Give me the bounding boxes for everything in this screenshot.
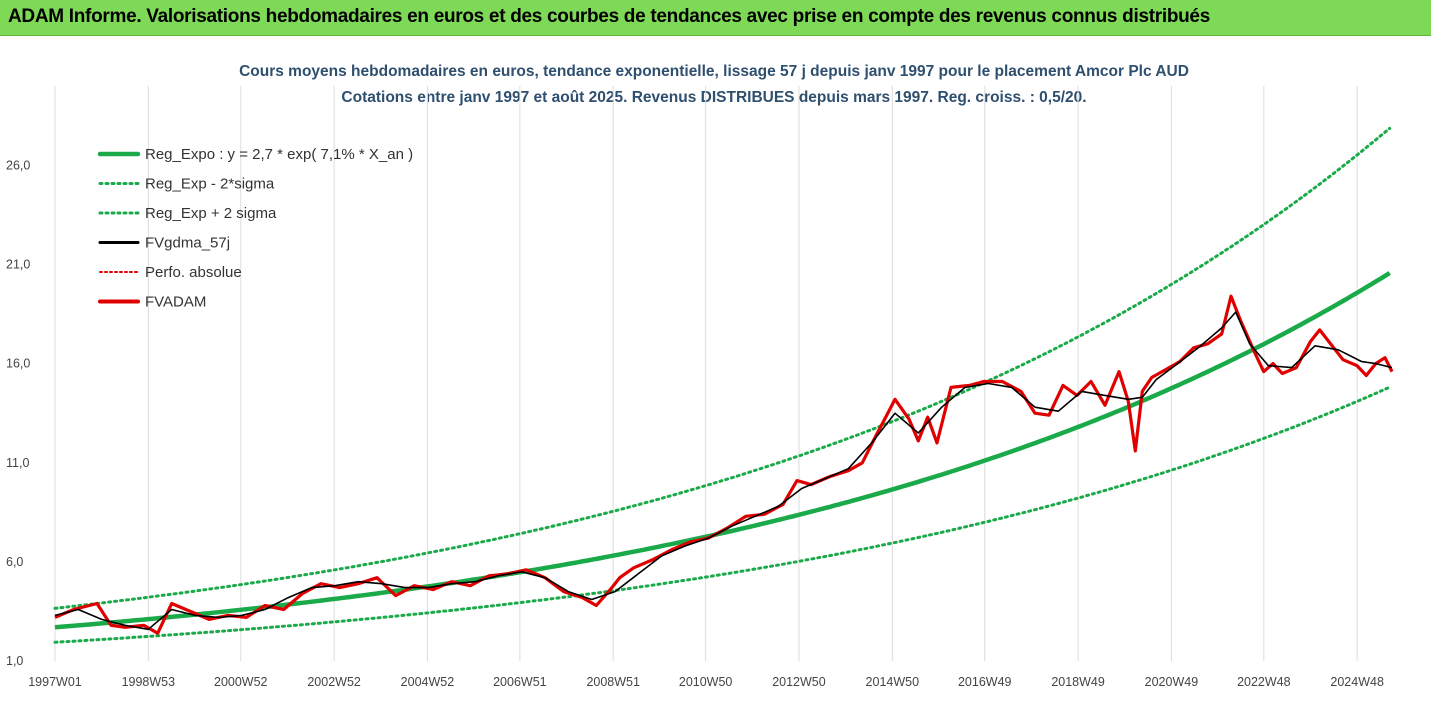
upper-band-line <box>53 126 1392 610</box>
legend: Reg_Expo : y = 2,7 * exp( 7,1% * X_an ) R… <box>97 146 413 311</box>
legend-label: Perfo. absolue <box>145 264 242 281</box>
trend-line <box>54 271 1391 630</box>
fvgdma-line <box>54 311 1393 631</box>
legend-label: FVADAM <box>145 294 206 311</box>
fvadam-line <box>54 294 1394 635</box>
y-tick-label: 21,0 <box>6 258 30 272</box>
x-tick-label: 2022W48 <box>1237 675 1291 689</box>
chart-area: Cours moyens hebdomadaires en euros, ten… <box>0 36 1431 718</box>
x-tick-label: 2016W49 <box>958 675 1012 689</box>
lower-band-line <box>53 385 1392 644</box>
x-tick-label: 2020W49 <box>1145 675 1199 689</box>
chart-title: Cours moyens hebdomadaires en euros, ten… <box>239 63 1189 80</box>
x-tick-label: 2008W51 <box>586 675 640 689</box>
x-tick-label: 1998W53 <box>122 675 176 689</box>
y-axis: 1,0 6,0 11,0 16,0 21,0 26,0 <box>6 158 30 668</box>
x-tick-label: 2006W51 <box>493 675 547 689</box>
y-tick-label: 1,0 <box>6 654 23 668</box>
x-tick-label: 2014W50 <box>866 675 920 689</box>
legend-label: Reg_Expo : y = 2,7 * exp( 7,1% * X_an ) <box>145 146 413 163</box>
y-tick-label: 26,0 <box>6 158 30 172</box>
x-tick-label: 2024W48 <box>1330 675 1384 689</box>
y-tick-label: 11,0 <box>6 456 29 470</box>
chart-subtitle: Cotations entre janv 1997 et août 2025. … <box>341 89 1086 106</box>
x-tick-label: 2004W52 <box>401 675 455 689</box>
report-banner-title: ADAM Informe. Valorisations hebdomadaire… <box>8 6 1210 27</box>
y-tick-label: 16,0 <box>6 357 30 371</box>
x-tick-label: 2012W50 <box>772 675 826 689</box>
x-tick-label: 2010W50 <box>679 675 733 689</box>
report-banner: ADAM Informe. Valorisations hebdomadaire… <box>0 0 1431 36</box>
x-tick-label: 2018W49 <box>1051 675 1105 689</box>
legend-label: FVgdma_57j <box>145 235 230 252</box>
legend-label: Reg_Exp + 2 sigma <box>145 205 277 222</box>
x-axis: 1997W01 1998W53 2000W52 2002W52 2004W52 2006W… <box>28 675 1384 689</box>
x-tick-label: 1997W01 <box>28 675 82 689</box>
legend-label: Reg_Exp - 2*sigma <box>145 176 275 193</box>
y-tick-label: 6,0 <box>6 555 23 569</box>
gridlines <box>54 86 1358 661</box>
chart-background <box>0 36 1431 718</box>
series-lines <box>53 126 1394 644</box>
x-tick-label: 2000W52 <box>214 675 268 689</box>
x-tick-label: 2002W52 <box>307 675 361 689</box>
